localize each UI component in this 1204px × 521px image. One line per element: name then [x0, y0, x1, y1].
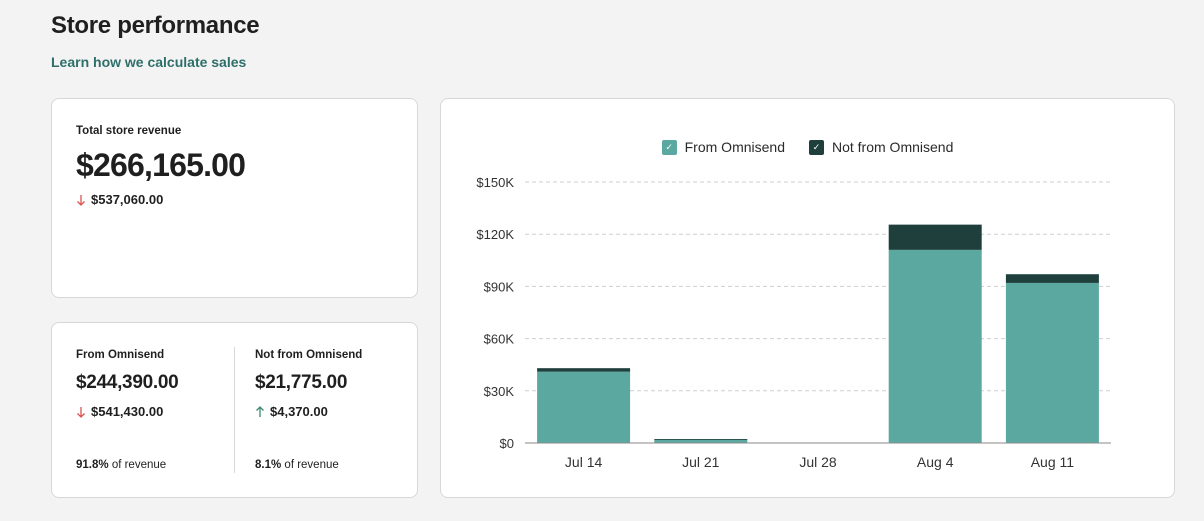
arrow-up-icon	[256, 405, 264, 417]
legend-item-from-omnisend[interactable]: ✓ From Omnisend	[661, 139, 785, 155]
bar-not-from-omnisend	[888, 224, 982, 250]
bar-from-omnisend	[888, 249, 982, 443]
bar-from-omnisend	[537, 371, 631, 443]
from-omnisend-delta-value: $541,430.00	[91, 404, 164, 419]
revenue-chart-card: ✓ From Omnisend ✓ Not from Omnisend $0 $3…	[440, 98, 1175, 498]
y-tick-label: $0	[500, 436, 514, 451]
total-revenue-delta: $537,060.00	[76, 192, 163, 207]
from-omnisend-share-suffix: of revenue	[111, 459, 167, 471]
arrow-down-icon	[77, 406, 85, 418]
from-omnisend-label: From Omnisend	[76, 349, 165, 361]
not-from-omnisend-share-suffix: of revenue	[284, 459, 339, 471]
bar-from-omnisend	[654, 439, 748, 443]
page-title: Store performance	[51, 12, 260, 39]
revenue-split-card: From Omnisend $244,390.00 $541,430.00 91…	[51, 322, 418, 498]
not-from-omnisend-delta: $4,370.00	[255, 404, 328, 419]
chart-legend: ✓ From Omnisend ✓ Not from Omnisend	[441, 139, 1174, 155]
legend-label-not-from-omnisend: Not from Omnisend	[831, 139, 954, 155]
total-revenue-value: $266,165.00	[76, 147, 246, 183]
from-omnisend-delta: $541,430.00	[76, 404, 163, 419]
not-from-omnisend-share-pct: 8.1%	[255, 459, 282, 471]
from-omnisend-share-pct: 91.8%	[76, 459, 109, 471]
y-tick-label: $90K	[484, 279, 515, 294]
bar-from-omnisend	[1005, 282, 1099, 443]
arrow-down-icon	[77, 194, 85, 206]
bar-not-from-omnisend	[537, 368, 631, 372]
learn-how-we-calculate-sales-link[interactable]: Learn how we calculate sales	[51, 54, 247, 70]
bar-not-from-omnisend	[1005, 274, 1099, 283]
checkbox-checked-icon: ✓	[661, 139, 677, 155]
not-from-omnisend-label: Not from Omnisend	[255, 349, 363, 361]
not-from-omnisend-value: $21,775.00	[255, 372, 348, 393]
from-omnisend-value: $244,390.00	[76, 372, 179, 393]
from-omnisend-share: 91.8% of revenue	[76, 459, 166, 471]
x-tick-label: Aug 4	[917, 454, 954, 470]
x-tick-label: Jul 14	[565, 454, 603, 470]
bar-not-from-omnisend	[654, 438, 748, 440]
column-divider	[234, 347, 235, 473]
not-from-omnisend-share: 8.1% of revenue	[255, 459, 339, 471]
y-tick-label: $30K	[484, 384, 515, 399]
y-tick-label: $60K	[484, 332, 515, 347]
y-tick-label: $120K	[476, 227, 514, 242]
stacked-bar-chart: $0 $30K $60K $90K $120K $150K Jul 14 Jul 21 Jul …	[476, 175, 1111, 470]
x-tick-label: Jul 21	[682, 454, 720, 470]
from-omnisend-column: From Omnisend $244,390.00 $541,430.00 91…	[76, 323, 226, 497]
checkbox-checked-icon: ✓	[808, 139, 824, 155]
total-revenue-label: Total store revenue	[76, 125, 182, 137]
y-tick-label: $150K	[476, 175, 514, 190]
not-from-omnisend-delta-value: $4,370.00	[270, 404, 328, 419]
x-tick-label: Aug 11	[1031, 454, 1075, 470]
x-tick-label: Jul 28	[799, 454, 837, 470]
legend-item-not-from-omnisend[interactable]: ✓ Not from Omnisend	[808, 139, 954, 155]
total-revenue-card: Total store revenue $266,165.00 $537,060…	[51, 98, 418, 298]
legend-label-from-omnisend: From Omnisend	[684, 139, 785, 155]
not-from-omnisend-column: Not from Omnisend $21,775.00 $4,370.00 8…	[255, 323, 405, 497]
total-revenue-delta-value: $537,060.00	[91, 192, 164, 207]
